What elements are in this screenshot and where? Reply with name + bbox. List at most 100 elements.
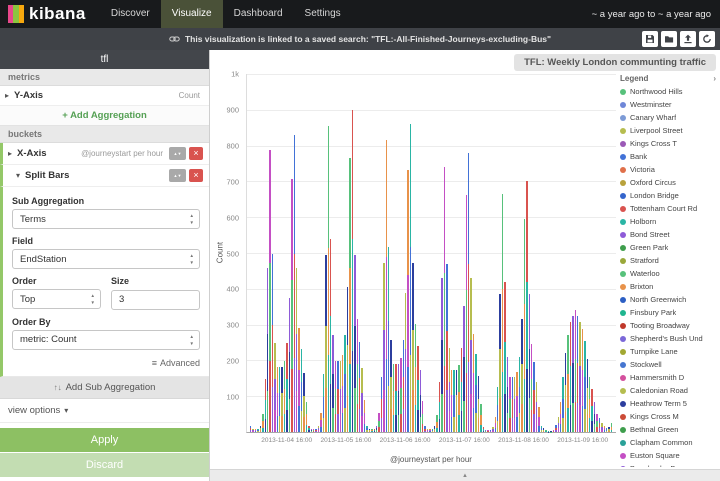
reorder-agg-button[interactable]: ▲▼ <box>169 169 186 182</box>
bar[interactable] <box>438 381 441 432</box>
bar[interactable] <box>557 417 559 433</box>
order-select[interactable]: Top <box>12 289 101 309</box>
bar[interactable] <box>579 322 581 432</box>
bar[interactable] <box>414 324 417 432</box>
bar[interactable] <box>291 179 293 432</box>
kibana-logo[interactable]: kibana <box>0 4 100 24</box>
legend-item[interactable]: Clapham Common <box>620 436 718 449</box>
legend-item[interactable]: Oxford Circus <box>620 176 718 189</box>
bar[interactable] <box>332 335 334 432</box>
bar[interactable] <box>518 356 521 432</box>
bar[interactable] <box>361 367 363 432</box>
view-options-toggle[interactable]: view options ▾ <box>0 399 209 423</box>
bar[interactable] <box>269 149 271 432</box>
bar[interactable] <box>547 430 550 432</box>
bar[interactable] <box>262 414 264 432</box>
bar[interactable] <box>342 354 344 432</box>
bar[interactable] <box>351 109 354 432</box>
field-select[interactable]: EndStation <box>12 249 200 269</box>
legend-item[interactable]: Westminster <box>620 98 718 111</box>
bar[interactable] <box>293 134 296 432</box>
bar[interactable] <box>279 366 281 432</box>
bar[interactable] <box>375 425 378 432</box>
bar[interactable] <box>286 342 288 432</box>
legend-item[interactable]: Bethnal Green <box>620 423 718 436</box>
bar[interactable] <box>371 428 373 432</box>
bar[interactable] <box>545 429 547 432</box>
bar[interactable] <box>320 412 322 432</box>
bar[interactable] <box>509 376 511 432</box>
bar[interactable] <box>460 348 463 432</box>
add-sub-aggregation-button[interactable]: ↑↓ Add Sub Aggregation <box>0 376 209 399</box>
legend-item[interactable]: Bond Street <box>620 228 718 241</box>
remove-agg-button[interactable]: × <box>189 147 203 160</box>
bar[interactable] <box>358 341 361 432</box>
collapse-panel-bar[interactable]: ▲ <box>210 469 720 481</box>
bar[interactable] <box>368 428 371 432</box>
bar[interactable] <box>259 425 262 432</box>
bar[interactable] <box>593 401 596 432</box>
bar[interactable] <box>421 401 424 433</box>
bar[interactable] <box>264 378 266 432</box>
bar[interactable] <box>339 361 342 432</box>
bar[interactable] <box>487 429 489 432</box>
bar[interactable] <box>429 429 431 432</box>
bar[interactable] <box>363 399 366 433</box>
bar[interactable] <box>572 316 574 432</box>
bar[interactable] <box>610 423 613 432</box>
bar[interactable] <box>383 262 385 432</box>
remove-agg-button[interactable]: × <box>189 169 203 182</box>
bar[interactable] <box>538 406 540 432</box>
bar[interactable] <box>426 429 429 432</box>
legend-item[interactable]: Waterloo <box>620 267 718 280</box>
bar[interactable] <box>513 376 516 432</box>
bar[interactable] <box>494 416 497 433</box>
bar[interactable] <box>596 413 598 432</box>
bar[interactable] <box>463 306 465 433</box>
legend-item[interactable]: Turnpike Lane <box>620 345 718 358</box>
bar[interactable] <box>543 428 545 432</box>
legend-item[interactable]: Caledonian Road <box>620 384 718 397</box>
bar[interactable] <box>419 370 421 432</box>
legend-item[interactable]: London Bridge <box>620 189 718 202</box>
bar[interactable] <box>322 374 325 432</box>
bar[interactable] <box>402 339 404 432</box>
bar[interactable] <box>298 327 300 432</box>
bar[interactable] <box>443 166 446 432</box>
bar[interactable] <box>405 293 407 432</box>
bar[interactable] <box>271 253 274 433</box>
legend-item[interactable]: Kings Cross M <box>620 410 718 423</box>
legend-item[interactable]: Liverpool Street <box>620 124 718 137</box>
bar[interactable] <box>412 262 414 432</box>
bar[interactable] <box>608 426 610 432</box>
bar[interactable] <box>448 348 451 432</box>
legend-item[interactable]: Kings Cross T <box>620 137 718 150</box>
bar[interactable] <box>281 366 283 432</box>
legend-item[interactable]: Northwood Hills <box>620 85 718 98</box>
bar[interactable] <box>390 339 392 432</box>
bar[interactable] <box>591 389 593 432</box>
legend-item[interactable]: Bromley-by-Bow <box>620 462 718 467</box>
bar[interactable] <box>344 335 346 432</box>
nav-item-dashboard[interactable]: Dashboard <box>233 8 283 19</box>
sub-aggregation-select[interactable]: Terms <box>12 209 200 229</box>
bar[interactable] <box>606 427 608 433</box>
bar[interactable] <box>354 254 356 432</box>
bar[interactable] <box>315 428 317 432</box>
bar[interactable] <box>489 429 492 432</box>
legend-item[interactable]: Brixton <box>620 280 718 293</box>
bar[interactable] <box>504 281 506 432</box>
time-range-picker[interactable]: ~ a year ago to ~ a year ago <box>591 8 711 20</box>
save-button[interactable] <box>642 31 658 47</box>
nav-item-discover[interactable]: Discover <box>110 8 150 19</box>
bar[interactable] <box>492 427 494 432</box>
bar[interactable] <box>574 310 576 433</box>
bar[interactable] <box>601 423 603 432</box>
bar[interactable] <box>395 364 397 433</box>
legend-item[interactable]: Tooting Broadway <box>620 319 718 332</box>
bar[interactable] <box>526 181 528 432</box>
bar[interactable] <box>467 152 470 432</box>
bar[interactable] <box>584 340 586 433</box>
bar[interactable] <box>317 425 320 432</box>
bar[interactable] <box>346 287 349 433</box>
